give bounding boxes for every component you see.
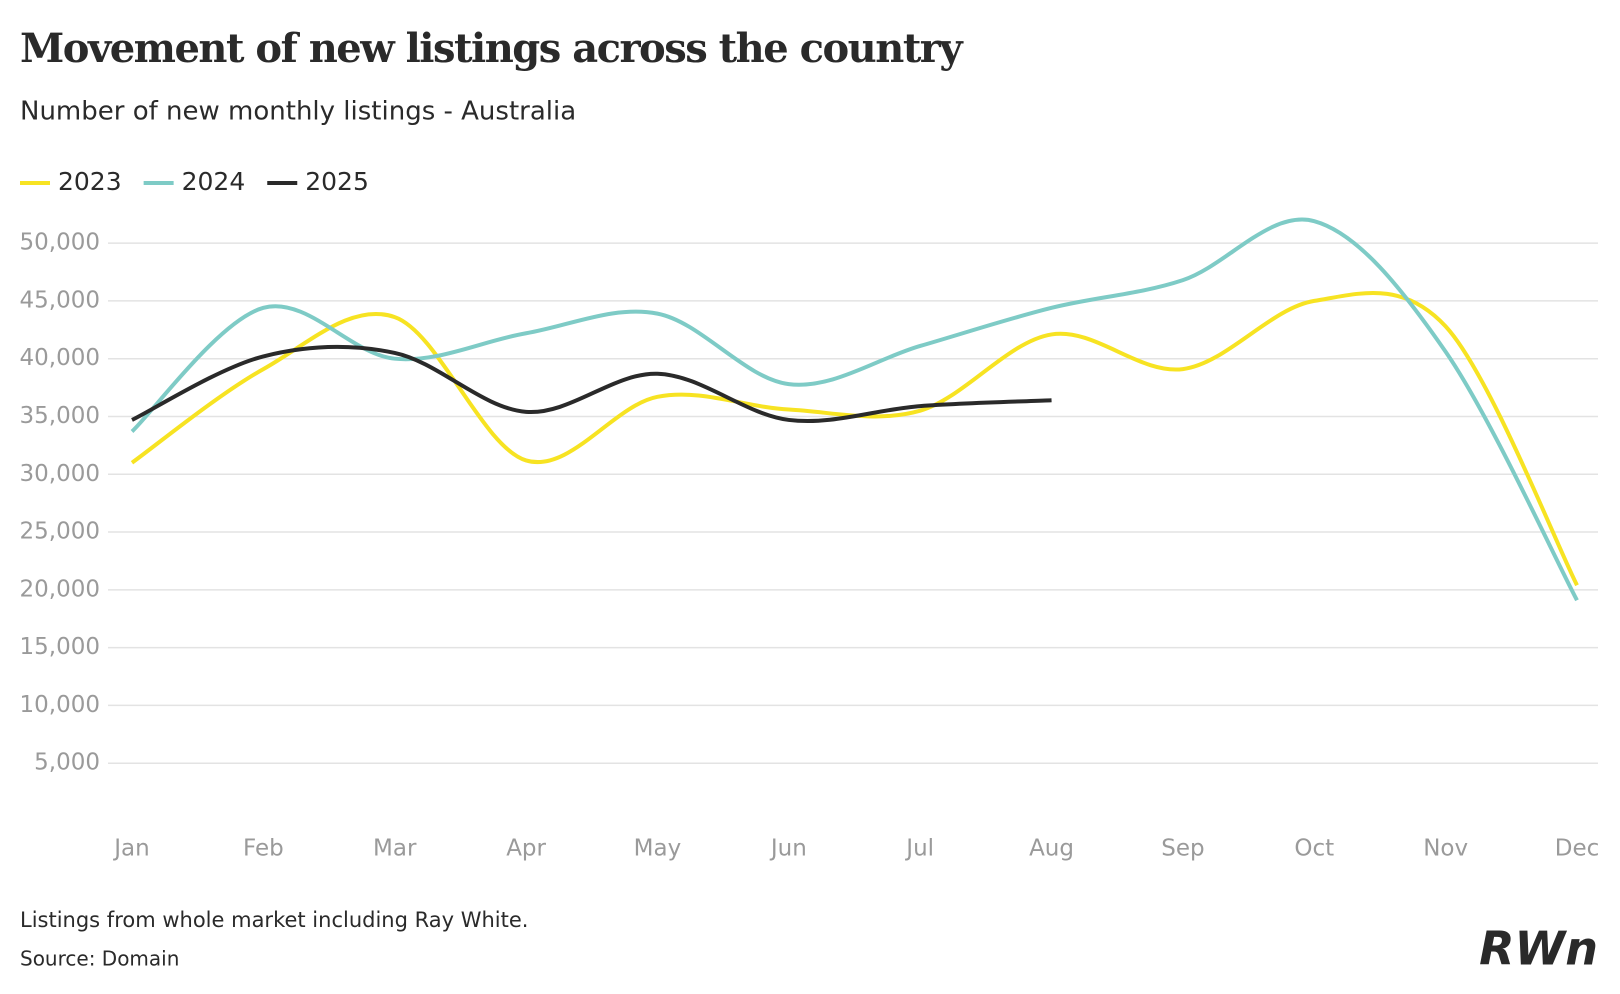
source: Source: Domain bbox=[20, 947, 179, 971]
x-tick-label: Aug bbox=[1029, 836, 1074, 862]
y-tick-label: 50,000 bbox=[20, 230, 100, 256]
x-tick-label: Sep bbox=[1161, 836, 1204, 862]
y-tick-label: 10,000 bbox=[20, 692, 100, 718]
logo: RWn bbox=[1479, 922, 1598, 976]
y-tick-label: 35,000 bbox=[20, 403, 100, 429]
y-tick-label: 20,000 bbox=[20, 576, 100, 602]
x-tick-label: Nov bbox=[1423, 836, 1468, 862]
y-tick-label: 25,000 bbox=[20, 519, 100, 545]
legend-label: 2023 bbox=[58, 167, 122, 196]
x-tick-label: Mar bbox=[373, 836, 417, 862]
y-tick-label: 5,000 bbox=[34, 750, 100, 776]
y-tick-label: 30,000 bbox=[20, 461, 100, 487]
y-tick-label: 15,000 bbox=[20, 634, 100, 660]
chart-title: Movement of new listings across the coun… bbox=[20, 25, 964, 72]
x-tick-label: Oct bbox=[1294, 836, 1334, 862]
x-tick-label: May bbox=[634, 836, 682, 862]
x-tick-label: Apr bbox=[506, 836, 546, 862]
x-tick-label: Jan bbox=[112, 836, 149, 862]
y-tick-label: 40,000 bbox=[20, 345, 100, 371]
legend-label: 2024 bbox=[182, 167, 246, 196]
series-line bbox=[130, 290, 1579, 587]
x-tick-label: Dec bbox=[1555, 836, 1600, 862]
x-tick-label: Jul bbox=[904, 836, 934, 862]
series-line bbox=[131, 344, 1052, 424]
x-tick-label: Feb bbox=[243, 836, 284, 862]
legend-label: 2025 bbox=[305, 167, 369, 196]
y-tick-label: 45,000 bbox=[20, 287, 100, 313]
series-line bbox=[130, 217, 1579, 602]
x-tick-label: Jun bbox=[769, 836, 807, 862]
chart-subtitle: Number of new monthly listings - Austral… bbox=[20, 97, 576, 127]
footnote: Listings from whole market including Ray… bbox=[20, 908, 528, 932]
